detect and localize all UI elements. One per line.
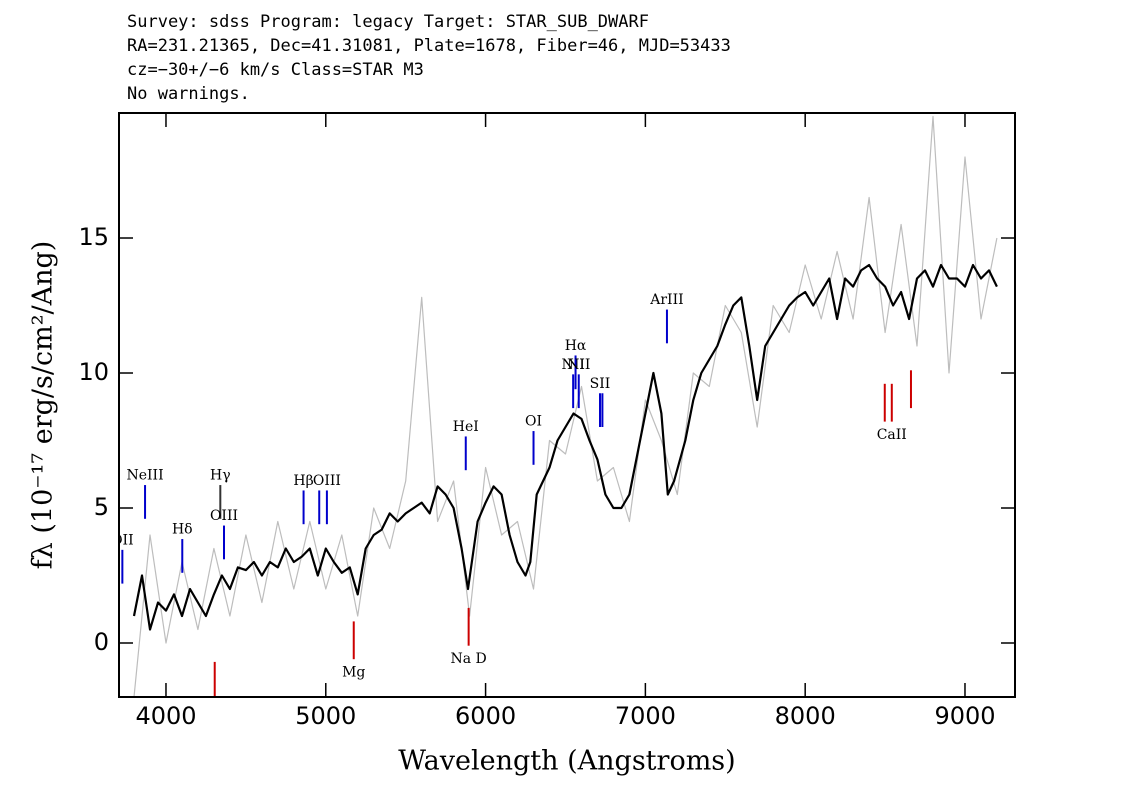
line-label: Hγ — [210, 468, 231, 484]
plot-frame — [118, 112, 1016, 698]
line-label: OIII — [313, 473, 341, 489]
line-label: Hα — [565, 338, 587, 354]
line-label: NII — [561, 357, 584, 373]
y-tick-label: 10 — [78, 358, 109, 386]
x-tick-label: 4000 — [135, 702, 196, 730]
spectrum-line — [133, 115, 998, 697]
x-tick-label: 7000 — [615, 702, 676, 730]
line-label: OI — [525, 414, 542, 430]
x-tick-label: 9000 — [934, 702, 995, 730]
line-label: OIII — [210, 508, 238, 524]
line-label: NII — [567, 357, 590, 373]
y-tick-label: 5 — [94, 493, 109, 521]
line-label: OII — [111, 532, 134, 548]
title-line: No warnings. — [127, 84, 250, 104]
title-line: Survey: sdss Program: legacy Target: STA… — [127, 12, 649, 32]
line-label: Mg — [342, 665, 365, 681]
line-label: Hδ — [172, 522, 193, 538]
line-label: HeI — [453, 419, 479, 435]
y-tick-label: 0 — [94, 628, 109, 656]
line-label: CaII — [877, 427, 907, 443]
x-axis-label: Wavelength (Angstroms) — [398, 746, 735, 777]
spectrum-line — [132, 263, 998, 631]
title-line: cz=−30+/−6 km/s Class=STAR M3 — [127, 60, 424, 80]
line-label: NeIII — [126, 468, 163, 484]
line-label: Hβ — [293, 473, 313, 489]
x-tick-label: 5000 — [295, 702, 356, 730]
title-line: RA=231.21365, Dec=41.31081, Plate=1678, … — [127, 36, 731, 56]
y-axis-label: fλ (10⁻¹⁷ erg/s/cm²/Ang) — [28, 241, 59, 570]
y-tick-label: 15 — [78, 223, 109, 251]
x-tick-label: 6000 — [455, 702, 516, 730]
line-label: ArIII — [649, 292, 683, 308]
line-label: SII — [590, 376, 611, 392]
x-tick-label: 8000 — [775, 702, 836, 730]
line-label: Na D — [451, 651, 487, 667]
